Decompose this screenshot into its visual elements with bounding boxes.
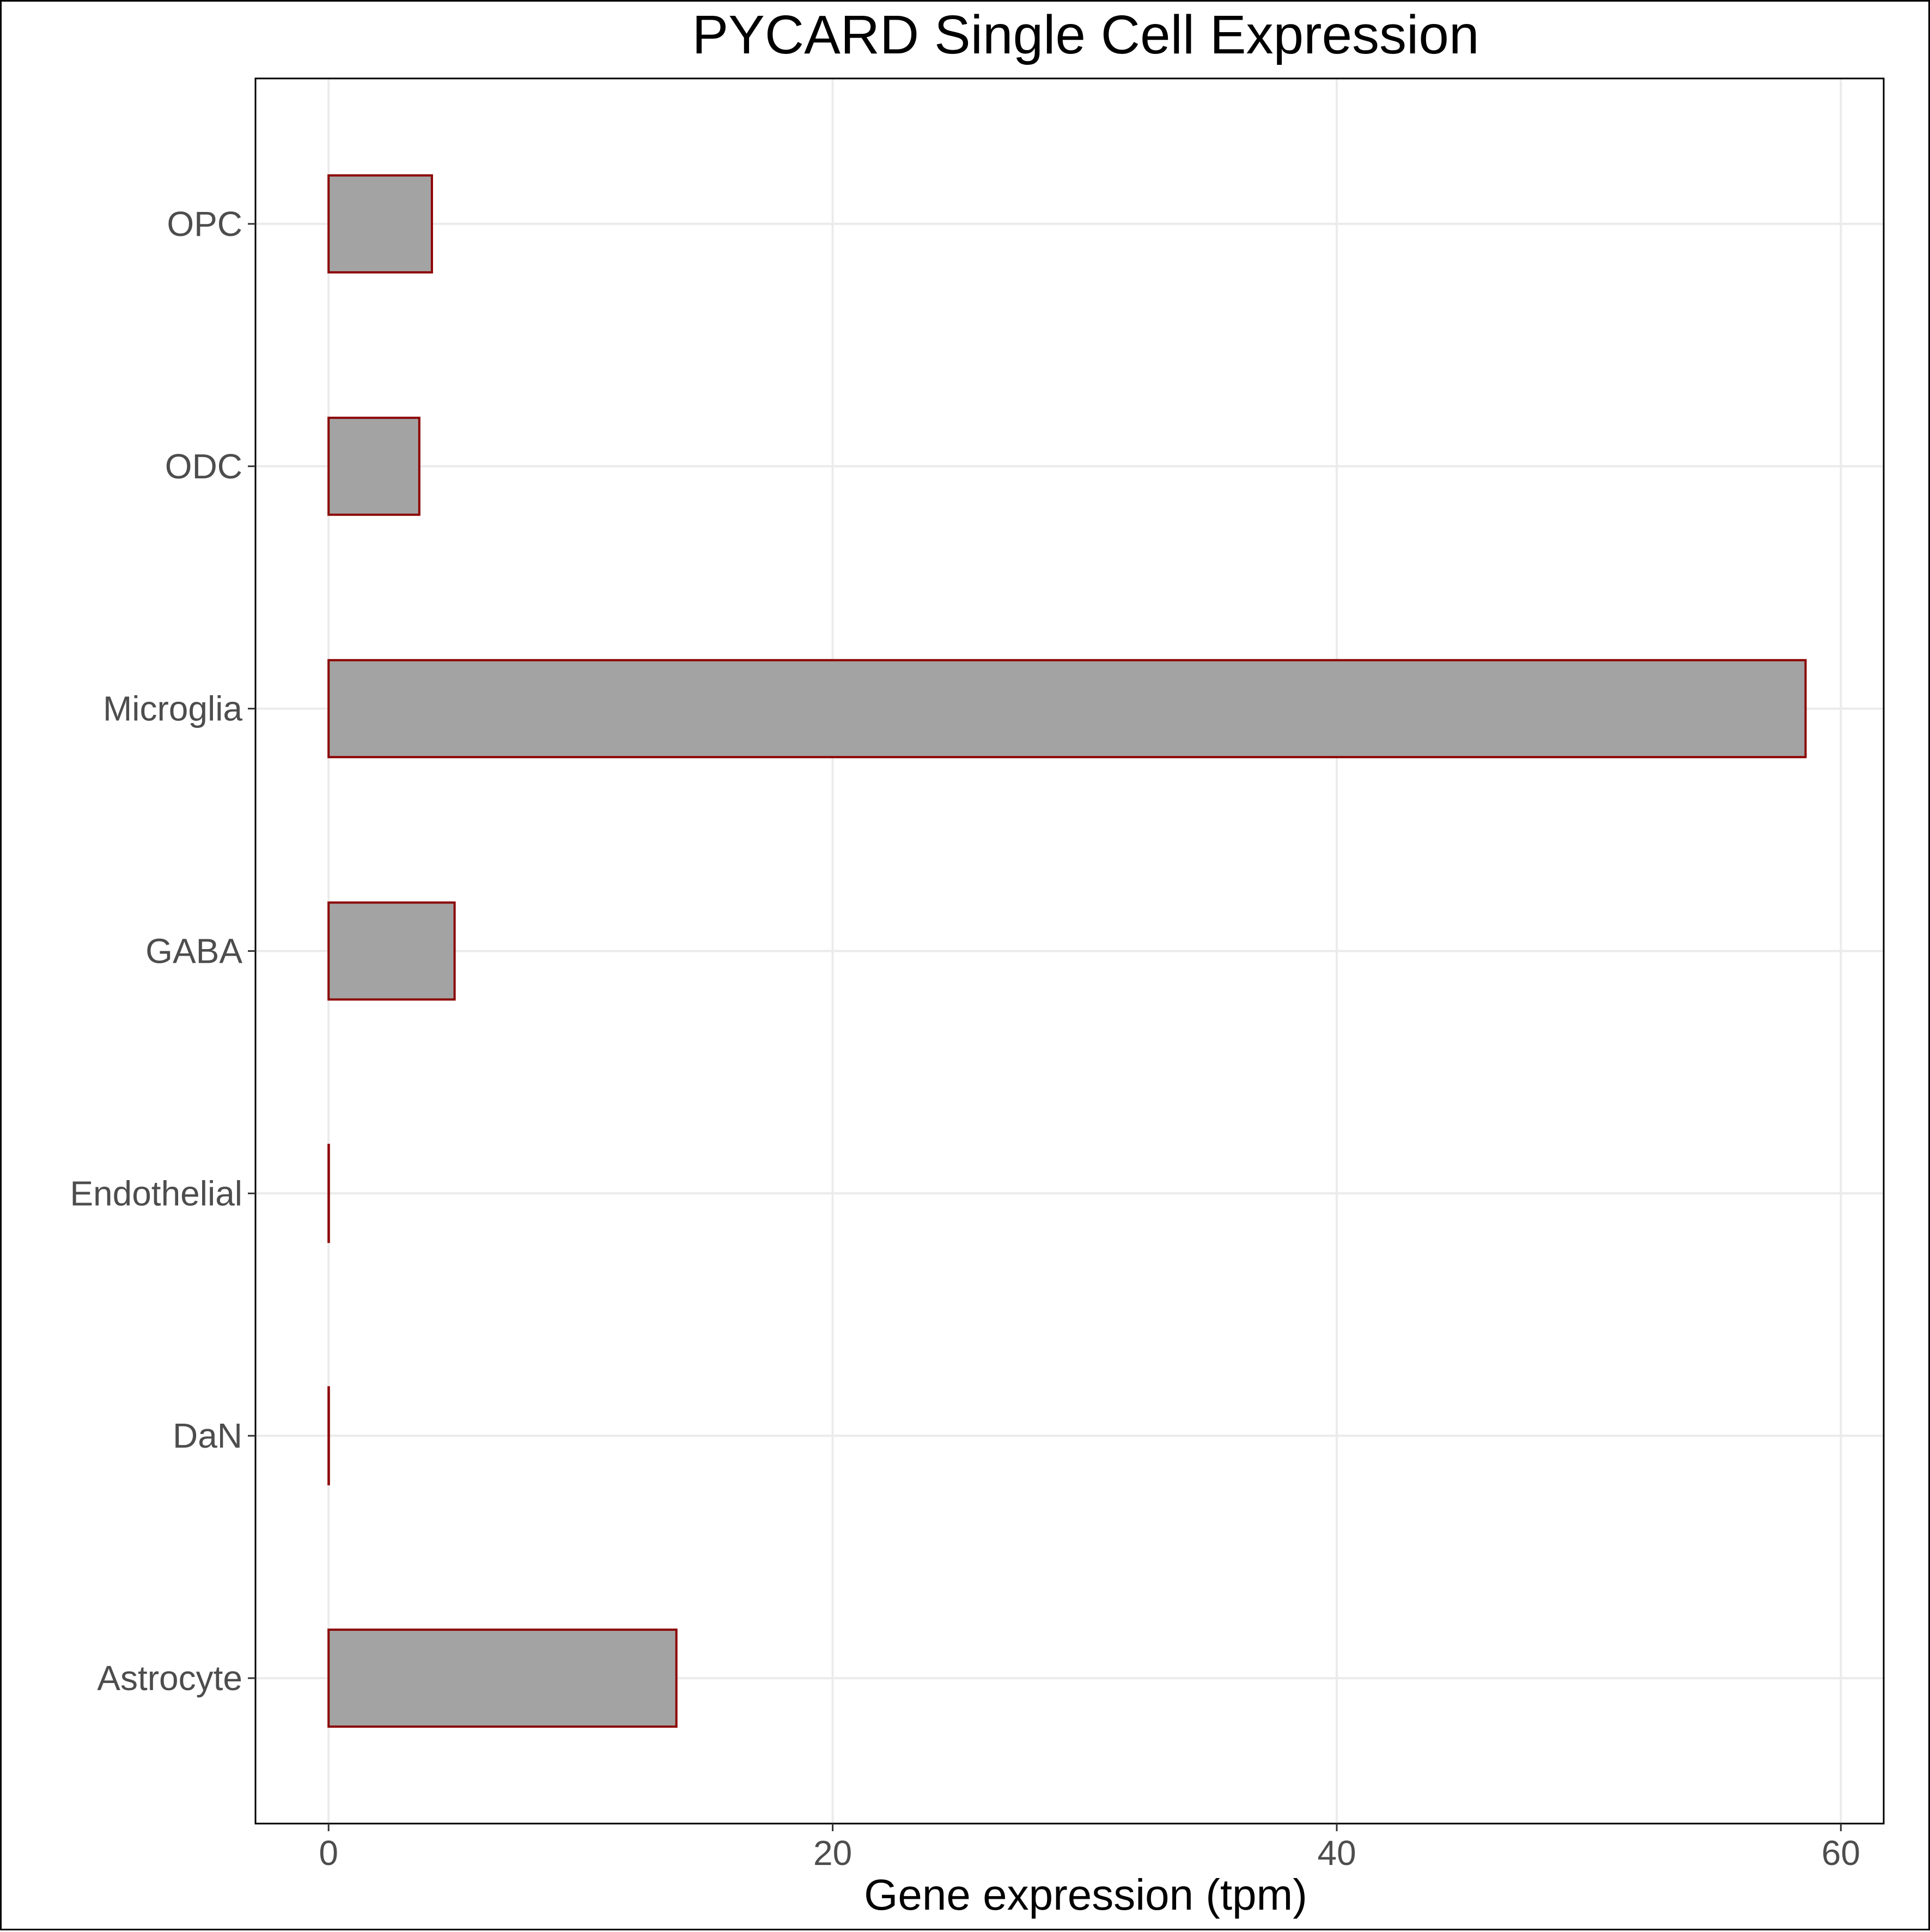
x-tick-label: 40 [1317, 1833, 1356, 1873]
y-tick-label-dan: DaN [173, 1416, 242, 1455]
y-tick-label-gaba: GABA [145, 932, 242, 971]
y-tick-label-opc: OPC [167, 204, 242, 244]
axis-layer: 0 20 40 60 Astrocyte DaN Endothelial GABA Microg… [70, 204, 1860, 1873]
bar-opc [327, 174, 433, 274]
x-tick-label: 20 [813, 1833, 852, 1873]
y-tick-label-endothelial: Endothelial [70, 1174, 242, 1213]
x-tick-label: 60 [1822, 1833, 1860, 1873]
bar-microglia [327, 659, 1807, 758]
bar-dan [327, 1386, 330, 1486]
bar-odc [327, 416, 421, 516]
y-tick-label-odc: ODC [165, 447, 242, 486]
bar-endothelial [327, 1144, 330, 1243]
bar-layer [327, 174, 1807, 1728]
bar-gaba [327, 901, 456, 1001]
grid-layer [255, 78, 1884, 1824]
x-axis-label: Gene expression (tpm) [864, 1870, 1307, 1919]
bar-astrocyte [327, 1629, 678, 1728]
y-tick-label-astrocyte: Astrocyte [97, 1658, 242, 1698]
y-tick-label-microglia: Microglia [103, 689, 242, 728]
chart-title: PYCARD Single Cell Expression [692, 4, 1479, 65]
x-tick-label: 0 [319, 1833, 338, 1873]
